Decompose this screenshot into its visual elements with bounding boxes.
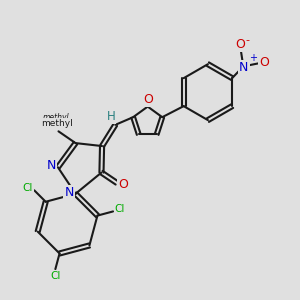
Text: N: N — [239, 61, 249, 74]
Text: N: N — [64, 186, 74, 199]
Text: Cl: Cl — [50, 271, 61, 281]
Text: N: N — [47, 159, 56, 172]
Text: methyl: methyl — [41, 118, 73, 127]
Text: +: + — [249, 52, 257, 62]
Text: -: - — [245, 35, 249, 45]
Text: O: O — [259, 56, 269, 69]
Text: H: H — [106, 110, 115, 123]
Text: O: O — [143, 93, 153, 106]
Text: Cl: Cl — [22, 183, 33, 193]
Text: O: O — [118, 178, 128, 191]
Text: Cl: Cl — [115, 204, 125, 214]
Text: methyl: methyl — [43, 113, 69, 122]
Text: O: O — [236, 38, 245, 51]
